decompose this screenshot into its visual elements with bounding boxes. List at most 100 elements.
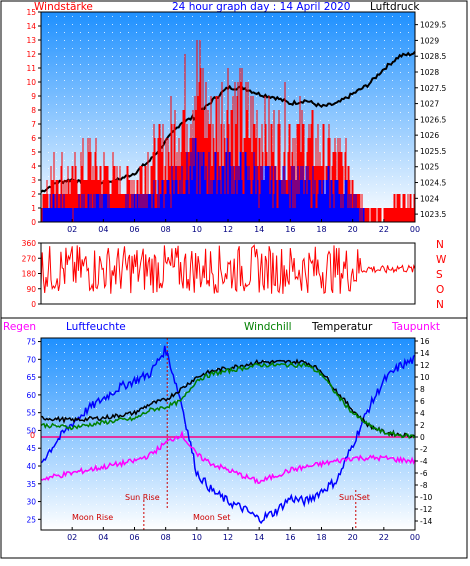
panel3-right-tick-label: 14: [420, 349, 430, 358]
panel1-left-tick-label: 3: [31, 176, 36, 185]
panel1-left-tick-label: 6: [31, 134, 36, 143]
panel3-left-tick-label: 60: [26, 391, 36, 400]
panel1-left-tick-label: 8: [31, 106, 36, 115]
panel1-x-tick-label: 22: [379, 225, 389, 234]
panel3-left-tick-label: 55: [26, 409, 36, 418]
panel1-x-tick-label: 10: [192, 225, 202, 234]
panel3-x-tick-label: 12: [223, 533, 233, 542]
panel2-series-0: [40, 244, 416, 294]
panel1-right-tick-label: 1023.5: [420, 210, 446, 219]
panel1-left-tick-label: 12: [26, 50, 36, 59]
panel3-x-tick-label: 14: [254, 533, 264, 542]
direction-letter: W: [436, 254, 447, 266]
panel3-left-tick-label: 25: [26, 515, 36, 524]
panel1-right-tick-label: 1029: [420, 36, 439, 45]
panel1-right-tick-label: 1024: [420, 194, 439, 203]
panel2-left-tick-label: 270: [22, 254, 37, 263]
panel1-x-tick-label: 14: [254, 225, 264, 234]
panel3-right-tick-label: 0: [420, 433, 425, 442]
panel2-plot-area: [41, 243, 415, 304]
panel3-right-ticks: -14 -12 -10 -8 -6 -4 -2 0 2 4 6 8 10 12 14 16: [415, 337, 432, 526]
panel3-right-tick-label: 6: [420, 397, 425, 406]
panel1-x-ticks: 02 04 06 08 10 12 14 16 18 20 22 00: [67, 219, 420, 234]
panel1-x-tick-label: 08: [161, 225, 171, 234]
panel1-left-tick-label: 4: [31, 162, 36, 171]
panel3-series-group: [40, 345, 416, 525]
panel3-left-tick-label: 70: [26, 355, 36, 364]
panel1-right-tick-label: 1028.5: [420, 52, 446, 61]
panel1-left-tick-label: 5: [31, 148, 36, 157]
label-regen: Regen: [3, 321, 36, 333]
panel3-right-tick-label: -10: [420, 493, 432, 502]
label-windchill: Windchill: [244, 321, 292, 333]
panel3-x-tick-label: 02: [67, 533, 77, 542]
event-moon-rise: Moon Rise: [72, 513, 113, 522]
direction-letter: O: [436, 284, 444, 296]
panel3-event-markers: [41, 338, 415, 530]
panel1-x-tick-label: 04: [98, 225, 108, 234]
panel1-right-tick-label: 1026: [420, 131, 439, 140]
panel3-right-tick-label: 12: [420, 361, 430, 370]
panel3-left-tick-label: 40: [26, 462, 36, 471]
panel2-left-tick-label: 90: [26, 285, 36, 294]
panel1-left-tick-label: 9: [31, 92, 36, 101]
panel3-right-tick-label: -12: [420, 505, 432, 514]
panel3-left-tick-label: 30: [26, 498, 36, 507]
zero-line-label: 0: [30, 431, 35, 440]
direction-letter: S: [436, 269, 443, 281]
panel3-series-0: [40, 345, 416, 525]
panel1-right-tick-label: 1026.5: [420, 115, 446, 124]
panel1-right-tick-label: 1025: [420, 163, 439, 172]
panel1-right-tick-label: 1027.5: [420, 84, 446, 93]
panel3-left-tick-label: 65: [26, 373, 36, 382]
direction-letter: N: [436, 299, 444, 311]
panel1-x-tick-label: 06: [129, 225, 139, 234]
panel3-x-tick-label: 18: [316, 533, 326, 542]
panel3-left-ticks: 25 30 35 40 45 50 55 60 65 70 75: [26, 338, 41, 524]
panel3-right-tick-label: 16: [420, 337, 430, 346]
panel1-series-2: [42, 138, 365, 222]
event-sun-set: Sun Set: [339, 493, 370, 502]
direction-letter: N: [436, 239, 444, 251]
panel2-series-group: [40, 244, 416, 294]
panel3-left-tick-label: 45: [26, 444, 36, 453]
panel3-right-tick-label: 10: [420, 373, 430, 382]
panel3-x-tick-label: 08: [161, 533, 171, 542]
panel3-x-tick-label: 00: [410, 533, 420, 542]
label-temperatur: Temperatur: [311, 321, 373, 333]
header-luftdruck-label: Luftdruck: [370, 1, 420, 13]
panel1-left-tick-label: 7: [31, 120, 36, 129]
panel1-left-tick-label: 0: [31, 218, 36, 227]
panel3-right-tick-label: 2: [420, 421, 425, 430]
label-taupunkt: Taupunkt: [391, 321, 440, 333]
panel1-right-tick-label: 1028: [420, 68, 439, 77]
panel1-right-tick-label: 1025.5: [420, 147, 446, 156]
panel1-right-ticks: 1023.5 1024 1024.5 1025 1025.5 1026 1026.5 1027…: [415, 21, 446, 219]
label-luftfeuchte: Luftfeuchte: [66, 321, 126, 333]
panel2-left-ticks: 0 90 180 270 360: [22, 239, 41, 309]
panel3-right-tick-label: -4: [420, 457, 428, 466]
panel1-right-tick-label: 1027: [420, 100, 439, 109]
panel2-left-tick-label: 360: [22, 239, 37, 248]
panel2-left-tick-label: 0: [31, 300, 36, 309]
header-title: 24 hour graph day : 14 April 2020: [172, 1, 350, 13]
panel3-x-tick-label: 06: [129, 533, 139, 542]
panel3-x-tick-label: 04: [98, 533, 108, 542]
panel3-left-tick-label: 50: [26, 426, 36, 435]
panel1-left-tick-label: 11: [26, 64, 36, 73]
panel3-x-ticks: 02 04 06 08 10 12 14 16 18 20 22 00: [67, 527, 420, 542]
panel1-x-tick-label: 16: [285, 225, 295, 234]
panel3-x-tick-label: 22: [379, 533, 389, 542]
panel3-x-tick-label: 20: [348, 533, 358, 542]
panel1-x-tick-label: 02: [67, 225, 77, 234]
panel3-right-tick-label: 4: [420, 409, 425, 418]
panel1-left-tick-label: 15: [26, 8, 36, 17]
panel2-left-tick-label: 180: [22, 270, 37, 279]
panel3-left-tick-label: 75: [26, 338, 36, 347]
panel3-right-tick-label: -8: [420, 481, 428, 490]
panel1-left-tick-label: 10: [26, 78, 36, 87]
